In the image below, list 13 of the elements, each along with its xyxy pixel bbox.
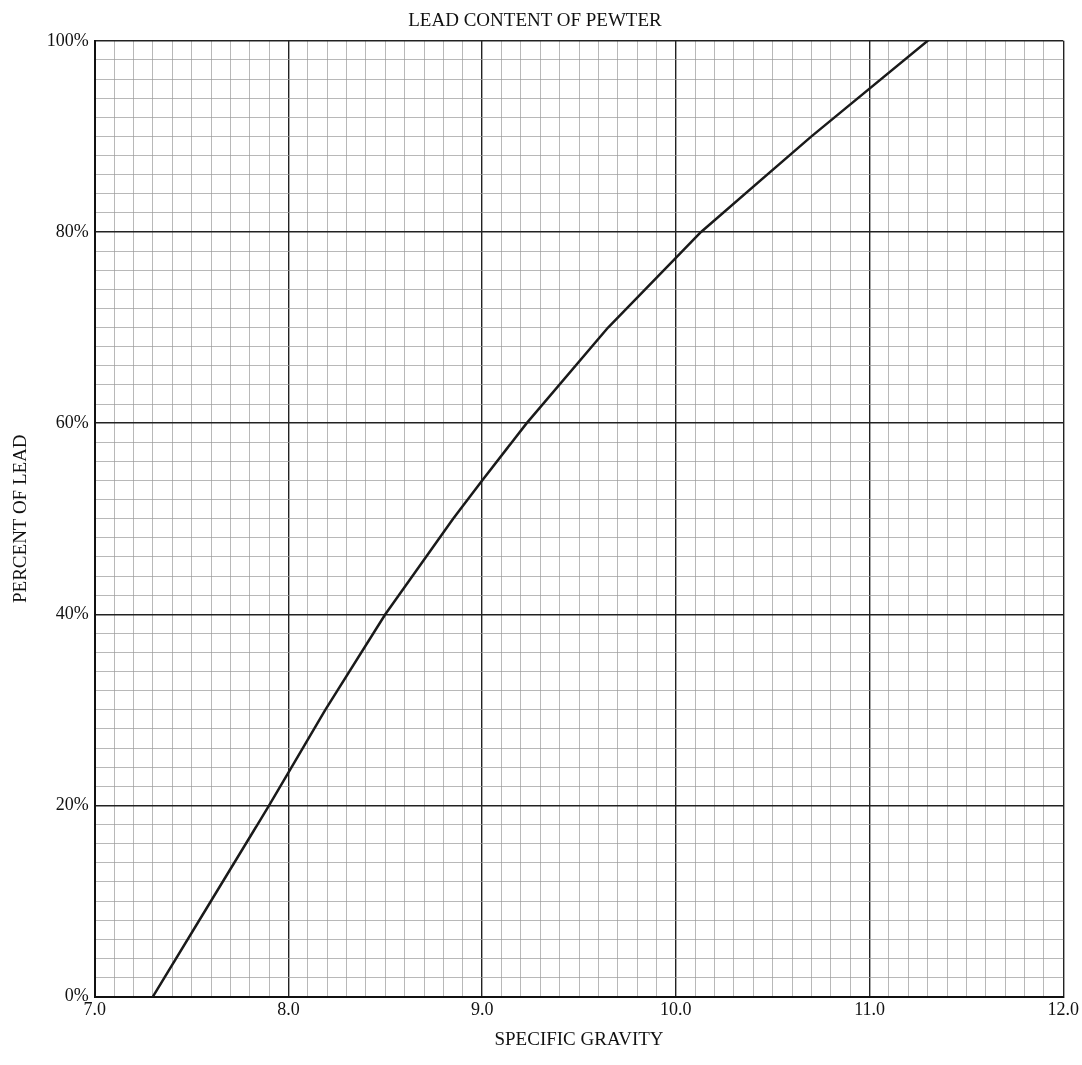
y-axis-title: PERCENT OF LEAD xyxy=(9,434,31,603)
y-tick-label: 80% xyxy=(55,220,89,241)
x-tick-label: 8.0 xyxy=(277,999,300,1020)
y-tick-label: 60% xyxy=(55,411,89,432)
y-tick-label: 40% xyxy=(55,603,89,624)
x-tick-label: 11.0 xyxy=(854,999,885,1020)
y-tick-label: 20% xyxy=(55,794,89,815)
x-tick-label: 12.0 xyxy=(1047,999,1079,1020)
x-axis-title: SPECIFIC GRAVITY xyxy=(494,1027,664,1049)
chart-title: LEAD CONTENT OF PEWTER xyxy=(408,9,663,31)
y-tick-label: 100% xyxy=(46,29,89,50)
x-tick-label: 10.0 xyxy=(660,999,692,1020)
x-tick-label: 9.0 xyxy=(470,999,494,1020)
